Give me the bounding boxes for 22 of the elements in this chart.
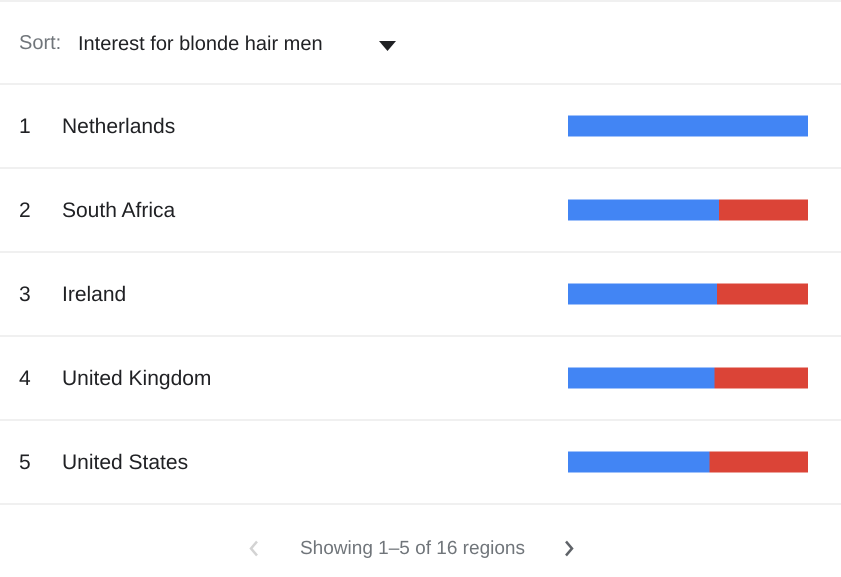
text: 2 xyxy=(19,199,31,222)
bar xyxy=(714,368,808,388)
y-tick-label: South Africa xyxy=(62,199,176,222)
bar xyxy=(568,452,710,472)
text: 3 xyxy=(19,283,31,306)
text: Interest for blonde hair men xyxy=(78,33,323,55)
y-tick-label: Netherlands xyxy=(62,115,176,138)
text: Sort: xyxy=(19,32,62,54)
text: 4 xyxy=(19,367,31,390)
y-tick-label: Ireland xyxy=(62,283,126,306)
bar xyxy=(568,368,714,388)
y-tick-label: United Kingdom xyxy=(62,367,212,390)
bar xyxy=(710,452,808,472)
bar xyxy=(568,200,720,220)
bar xyxy=(568,284,717,304)
text: 5 xyxy=(19,451,31,474)
text: Showing 1–5 of 16 regions xyxy=(300,538,525,559)
text: 1 xyxy=(19,115,31,138)
bar xyxy=(716,284,808,304)
y-tick-label: United States xyxy=(62,451,188,474)
bar xyxy=(568,116,808,136)
bar xyxy=(719,200,808,220)
